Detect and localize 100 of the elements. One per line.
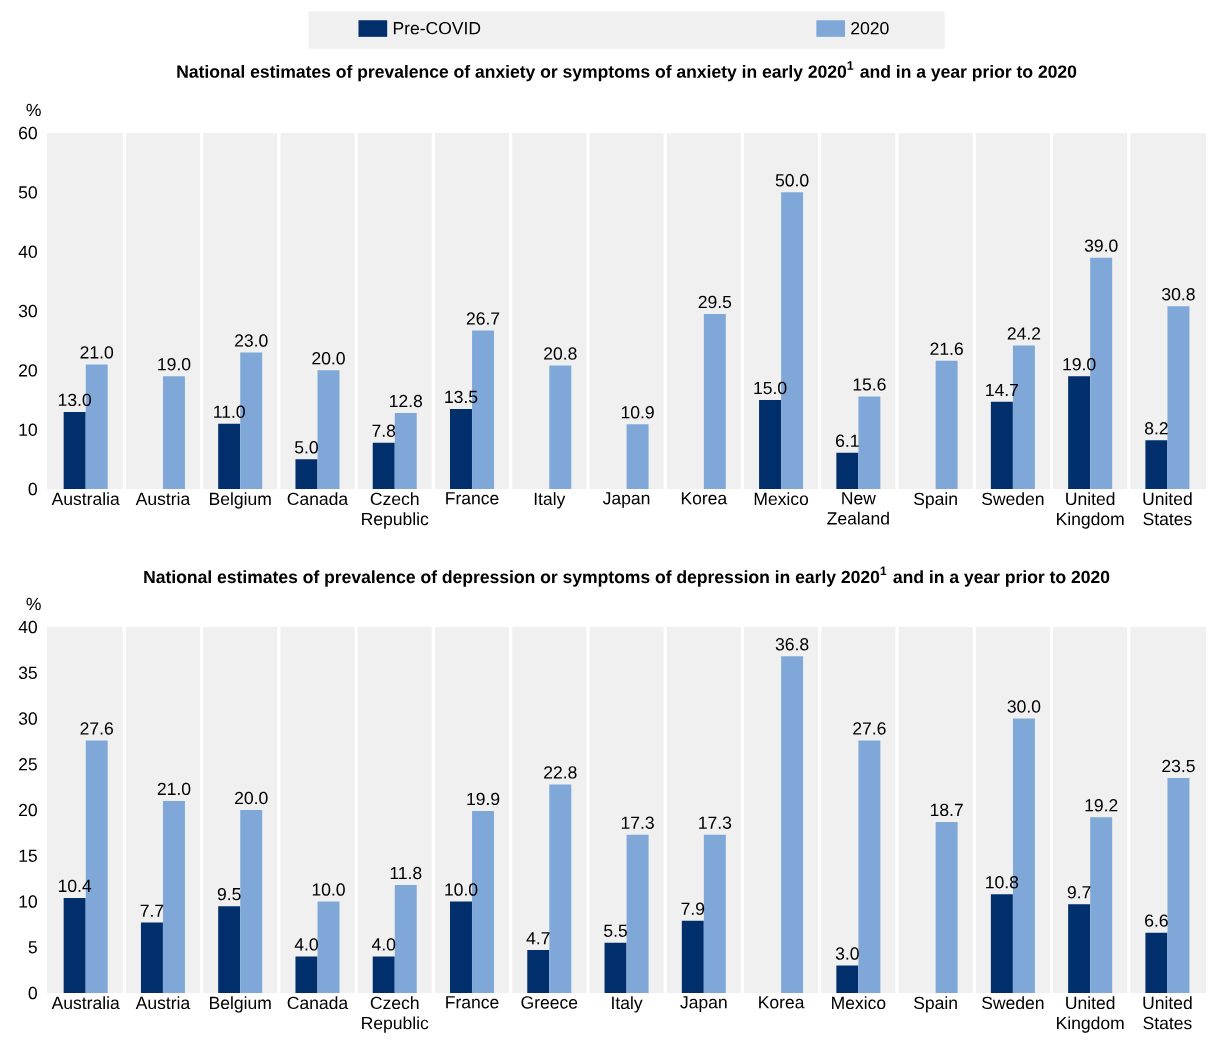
x-tick-label: Canada (287, 492, 349, 506)
x-tick-label: Spain (914, 996, 957, 1013)
data-label: 11.0 (214, 405, 245, 418)
data-label: 17.3 (699, 816, 732, 829)
y-tick-label: 5 (28, 941, 37, 954)
y-tick-label: 35 (18, 666, 37, 679)
x-tick-label: Italy (612, 996, 643, 1013)
data-label: 10.8 (986, 875, 1019, 889)
bar (1068, 904, 1091, 994)
x-tick-label: Korea (681, 492, 728, 505)
data-label: 12.8 (390, 394, 423, 408)
data-label: 24.2 (1007, 327, 1041, 340)
y-tick-label: 20 (19, 364, 37, 377)
y-tick-label: 60 (19, 126, 37, 140)
data-label: 20.0 (235, 791, 268, 805)
y-tick-label: 15 (19, 849, 37, 862)
data-label: 19.9 (467, 792, 500, 806)
data-label: 15.0 (754, 381, 787, 395)
bar (759, 400, 782, 489)
y-tick-label: 20 (19, 803, 37, 817)
x-tick-label: United Kingdom (1057, 492, 1124, 529)
data-label: 23.0 (235, 334, 268, 347)
x-tick-label: Australia (51, 996, 120, 1010)
bar (295, 956, 318, 994)
x-tick-label: Greece (521, 996, 578, 1009)
data-label: 22.8 (544, 766, 577, 779)
bar (935, 360, 958, 489)
bar (703, 313, 726, 489)
data-label: 21.6 (930, 342, 963, 355)
data-label: 6.6 (1145, 914, 1168, 927)
x-tick-label: Japan (602, 492, 650, 508)
data-label: 30.8 (1162, 288, 1195, 301)
data-label: 20.8 (544, 347, 577, 360)
bar (527, 950, 550, 994)
bar (295, 459, 318, 489)
x-tick-label: France (446, 996, 499, 1009)
y-tick-label: 50 (18, 186, 37, 199)
bar (626, 424, 649, 489)
x-tick-label: United States (1143, 492, 1192, 526)
data-label: 4.7 (526, 932, 550, 945)
data-label: 7.9 (681, 902, 705, 915)
bar (836, 965, 859, 994)
data-label: 19.0 (158, 358, 191, 371)
x-tick-label: Czech Republic (362, 996, 429, 1033)
data-label: 10.0 (312, 883, 345, 896)
bar (63, 411, 86, 489)
y-tick-label: 40 (18, 245, 37, 258)
data-label: 36.8 (775, 638, 809, 651)
data-label: 15.6 (853, 378, 886, 391)
bar (990, 401, 1013, 489)
data-label: 13.5 (445, 390, 478, 404)
bar (703, 834, 726, 994)
bar (935, 821, 958, 994)
data-label: 6.1 (836, 434, 859, 447)
data-label: 9.7 (1067, 886, 1091, 899)
x-tick-label: Japan (680, 996, 727, 1012)
x-tick-label: New Zealand (827, 492, 889, 525)
data-label: 19.2 (1085, 799, 1118, 812)
bar (1090, 817, 1113, 994)
bar (549, 365, 572, 489)
bar (858, 396, 881, 489)
legend-label: Pre-COVID (393, 21, 481, 35)
data-label: 27.6 (853, 722, 886, 735)
data-label: 7.7 (140, 904, 164, 917)
data-label: 4.0 (294, 938, 318, 951)
bar (626, 834, 649, 994)
data-label: 20.0 (312, 352, 345, 365)
bar (394, 413, 417, 489)
data-label: 19.0 (1063, 358, 1096, 371)
data-label: 11.8 (390, 866, 422, 880)
x-tick-label: Spain (914, 492, 957, 509)
bar (1145, 440, 1168, 489)
x-tick-label: Australia (51, 492, 120, 506)
legend-label: 2020 (851, 21, 889, 35)
y-tick-label: 10 (19, 423, 37, 436)
x-tick-label: Mexico (832, 996, 886, 1010)
y-tick-label: 40 (18, 620, 37, 634)
y-axis-title: % (26, 597, 41, 611)
y-tick-label: 10 (19, 895, 37, 908)
x-tick-label: Belgium (210, 996, 271, 1013)
x-tick-label: Italy (534, 492, 566, 509)
data-label: 21.0 (80, 346, 114, 359)
y-tick-label: 30 (18, 304, 37, 318)
data-label: 18.7 (930, 803, 963, 817)
data-label: 5.0 (294, 441, 318, 454)
y-tick-label: 0 (28, 986, 37, 1000)
bar (450, 408, 472, 489)
data-label: 50.0 (775, 174, 809, 187)
bar (317, 901, 340, 994)
data-label: 17.3 (621, 816, 654, 829)
x-tick-label: Austria (135, 492, 191, 506)
data-label: 39.0 (1084, 239, 1118, 252)
data-label: 13.0 (58, 393, 92, 407)
bar (858, 740, 881, 994)
bar (63, 897, 86, 994)
bar (162, 376, 185, 489)
data-label: 30.0 (1007, 700, 1041, 713)
data-label: 27.6 (80, 722, 113, 735)
data-label: 10.4 (58, 879, 92, 893)
bar (604, 942, 627, 994)
